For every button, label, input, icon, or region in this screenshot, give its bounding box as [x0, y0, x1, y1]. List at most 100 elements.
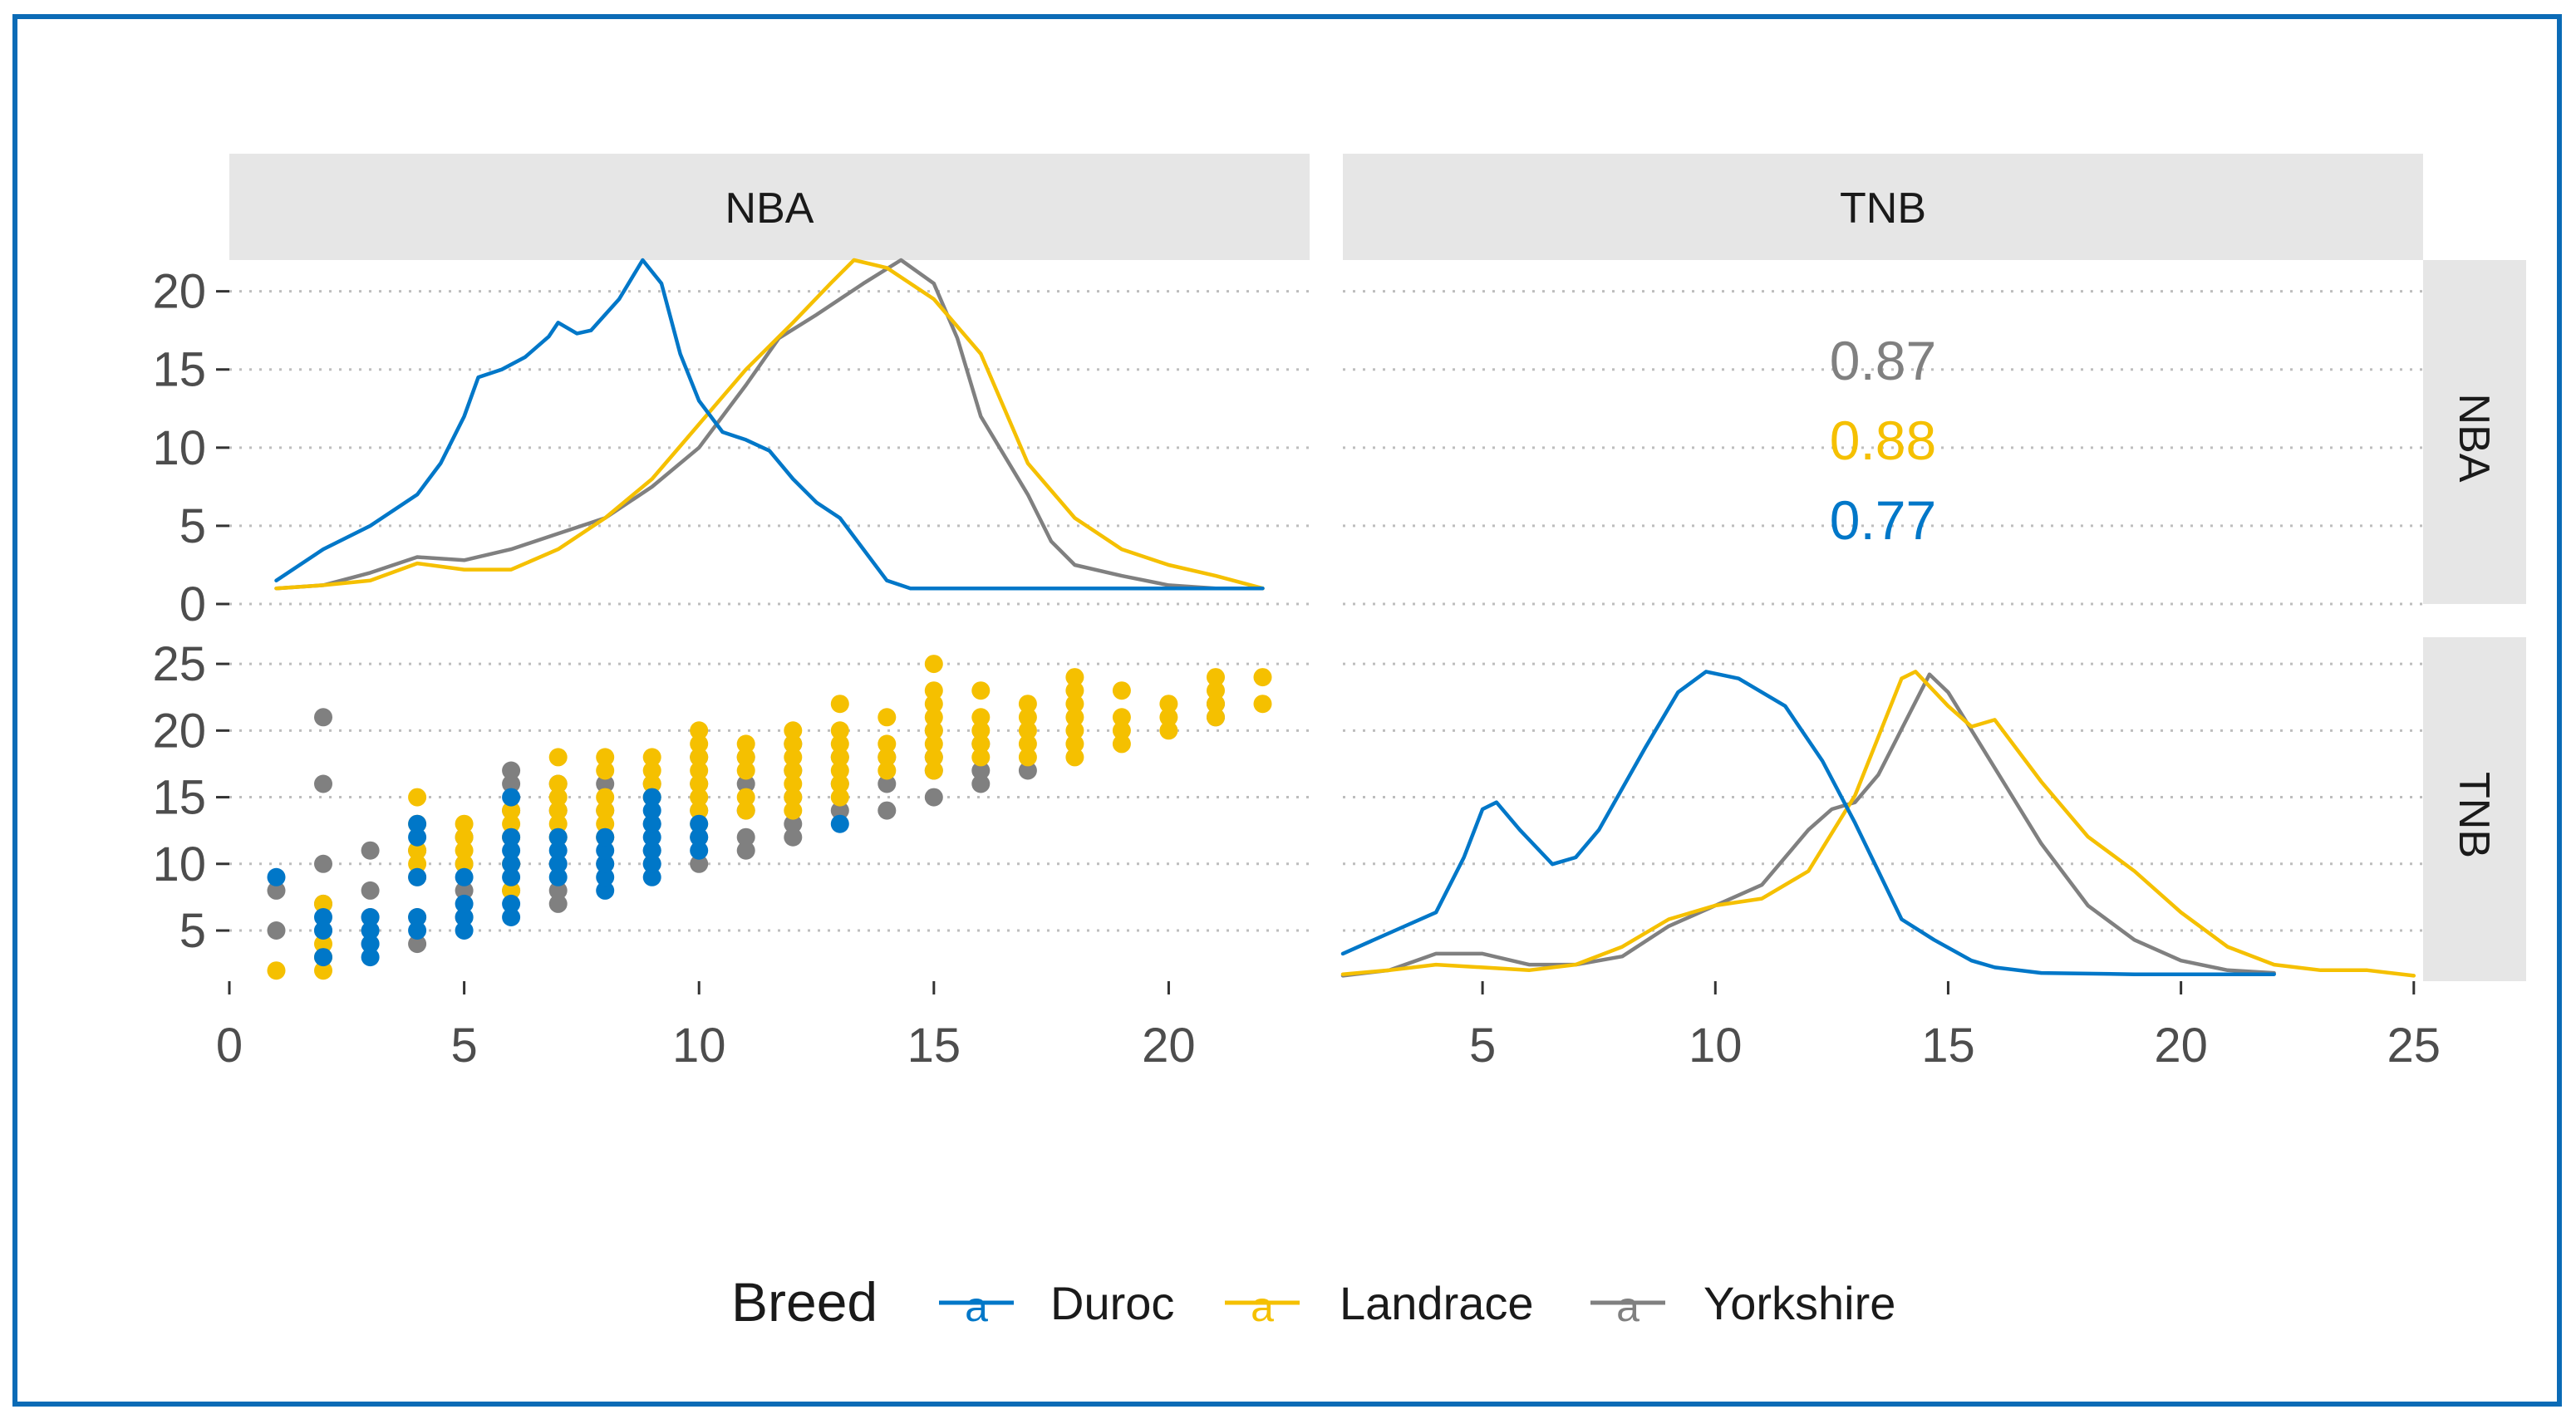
- density_NBA-line-duroc: [274, 258, 1265, 591]
- scatter-point-duroc: [361, 908, 380, 926]
- scatter-point-yorkshire: [1018, 761, 1037, 780]
- scatter-point-duroc: [408, 908, 427, 926]
- scatter-point-landrace: [596, 801, 615, 820]
- scatter-point-landrace: [971, 748, 991, 767]
- scatter-point-duroc: [361, 948, 380, 967]
- scatter-point-landrace: [1018, 708, 1037, 727]
- scatter-point-landrace: [736, 801, 755, 820]
- scatter-point-yorkshire: [502, 774, 521, 793]
- scatter-point-yorkshire: [830, 801, 849, 820]
- scatter-point-duroc: [642, 788, 661, 807]
- scatter-point-landrace: [830, 734, 849, 754]
- scatter-point-duroc: [548, 827, 568, 847]
- scatter-point-landrace: [1065, 668, 1084, 687]
- density_NBA-line-yorkshire: [274, 258, 1265, 591]
- x-axis-nba-tick-label: 15: [907, 1019, 961, 1073]
- y-axis-tnb-tick-label: 10: [152, 837, 206, 891]
- scatter-point-landrace: [1112, 708, 1131, 727]
- scatter-point-landrace: [736, 734, 755, 754]
- legend-label-landrace: Landrace: [1340, 1277, 1534, 1329]
- scatter-point-landrace: [971, 708, 991, 727]
- strip-right-tnb: [2423, 637, 2526, 981]
- scatter-point-landrace: [784, 761, 803, 780]
- scatter-point-landrace: [455, 814, 474, 833]
- scatter-point-landrace: [1112, 734, 1131, 754]
- scatter-point-yorkshire: [690, 854, 709, 873]
- axes: 0 5 10 15 20 5 10 15 20 25 0 5 10 15 20 5 10 15 20 25: [152, 265, 2441, 1073]
- scatter-point-landrace: [784, 721, 803, 740]
- legend-key-landrace-glyph: a: [1251, 1284, 1274, 1330]
- scatter-point-landrace: [642, 774, 661, 793]
- scatter-point-duroc: [408, 814, 427, 833]
- x-axis-nba-tick-label: 20: [1142, 1019, 1196, 1073]
- density_TNB-line-landrace: [1340, 670, 2416, 978]
- scatter-point-landrace: [784, 774, 803, 793]
- y-axis-tnb-tick-label: 20: [152, 704, 206, 758]
- y-axis-nba-tick-label: 0: [179, 577, 206, 631]
- scatter-point-landrace: [1159, 721, 1178, 740]
- strip-top-nba-label: NBA: [725, 184, 814, 233]
- legend-title: Breed: [731, 1271, 878, 1333]
- scatter-point-landrace: [408, 788, 427, 807]
- scatter-point-landrace: [924, 721, 943, 740]
- strip-top-nba: [229, 154, 1310, 260]
- scatter-point-landrace: [690, 721, 709, 740]
- legend-key-landrace: a: [1225, 1284, 1300, 1330]
- scatter-point-landrace: [408, 854, 427, 873]
- scatter-point-yorkshire: [314, 708, 332, 727]
- scatter-point-landrace: [971, 681, 991, 700]
- scatter-point-duroc: [596, 881, 615, 900]
- scatter-point-landrace: [784, 734, 803, 754]
- scatter-point-duroc: [455, 867, 474, 886]
- scatter-point-yorkshire: [408, 935, 427, 954]
- scatter-point-landrace: [690, 801, 709, 820]
- scatter-point-landrace: [1065, 748, 1084, 767]
- scatter-point-duroc: [267, 867, 286, 886]
- scatter-point-landrace: [642, 761, 661, 780]
- scatter-point-landrace: [1207, 695, 1225, 714]
- scatter-point-landrace: [267, 961, 286, 980]
- scatter-point-duroc: [408, 827, 427, 847]
- scatter-point-yorkshire: [784, 814, 803, 833]
- scatter-point-landrace: [596, 788, 615, 807]
- scatter-point-yorkshire: [361, 841, 380, 860]
- scatter-point-duroc: [642, 841, 661, 860]
- scatter-point-landrace: [1018, 734, 1037, 754]
- scatter-point-landrace: [784, 788, 803, 807]
- strip-top-tnb: [1343, 154, 2423, 260]
- scatter-point-landrace: [830, 788, 849, 807]
- scatter-point-landrace: [455, 827, 474, 847]
- x-axis-tnb-tick-label: 5: [1469, 1019, 1496, 1073]
- scatter-point-yorkshire: [971, 774, 991, 793]
- scatter-point-landrace: [1159, 708, 1178, 727]
- scatter-point-duroc: [642, 801, 661, 820]
- legend-key-duroc: a: [939, 1284, 1014, 1330]
- scatter-point-landrace: [1018, 748, 1037, 767]
- scatter-point-landrace: [408, 841, 427, 860]
- scatter-point-landrace: [690, 774, 709, 793]
- scatter-point-landrace: [548, 801, 568, 820]
- scatter-point-landrace: [1018, 721, 1037, 740]
- scatter-point-landrace: [596, 761, 615, 780]
- scatter-point-landrace: [596, 748, 615, 767]
- scatter-point-landrace: [924, 681, 943, 700]
- scatter-point-duroc: [502, 788, 521, 807]
- scatter-point-duroc: [455, 921, 474, 940]
- scatter-point-duroc: [596, 841, 615, 860]
- scatter-point-duroc: [690, 841, 709, 860]
- series: [267, 258, 2416, 980]
- scatter-point-yorkshire: [548, 881, 568, 900]
- scatter-point-landrace: [1065, 695, 1084, 714]
- x-axis-nba-tick-label: 5: [450, 1019, 477, 1073]
- scatter-point-landrace: [878, 761, 897, 780]
- scatter-point-duroc: [408, 867, 427, 886]
- scatter-point-yorkshire: [455, 881, 474, 900]
- scatter-point-yorkshire: [784, 827, 803, 847]
- scatter-point-landrace: [924, 748, 943, 767]
- x-axis-tnb-tick-label: 20: [2154, 1019, 2208, 1073]
- scatter-point-landrace: [1207, 681, 1225, 700]
- scatter-point-landrace: [1065, 681, 1084, 700]
- scatter-point-landrace: [642, 748, 661, 767]
- x-axis-nba-tick-label: 0: [216, 1019, 243, 1073]
